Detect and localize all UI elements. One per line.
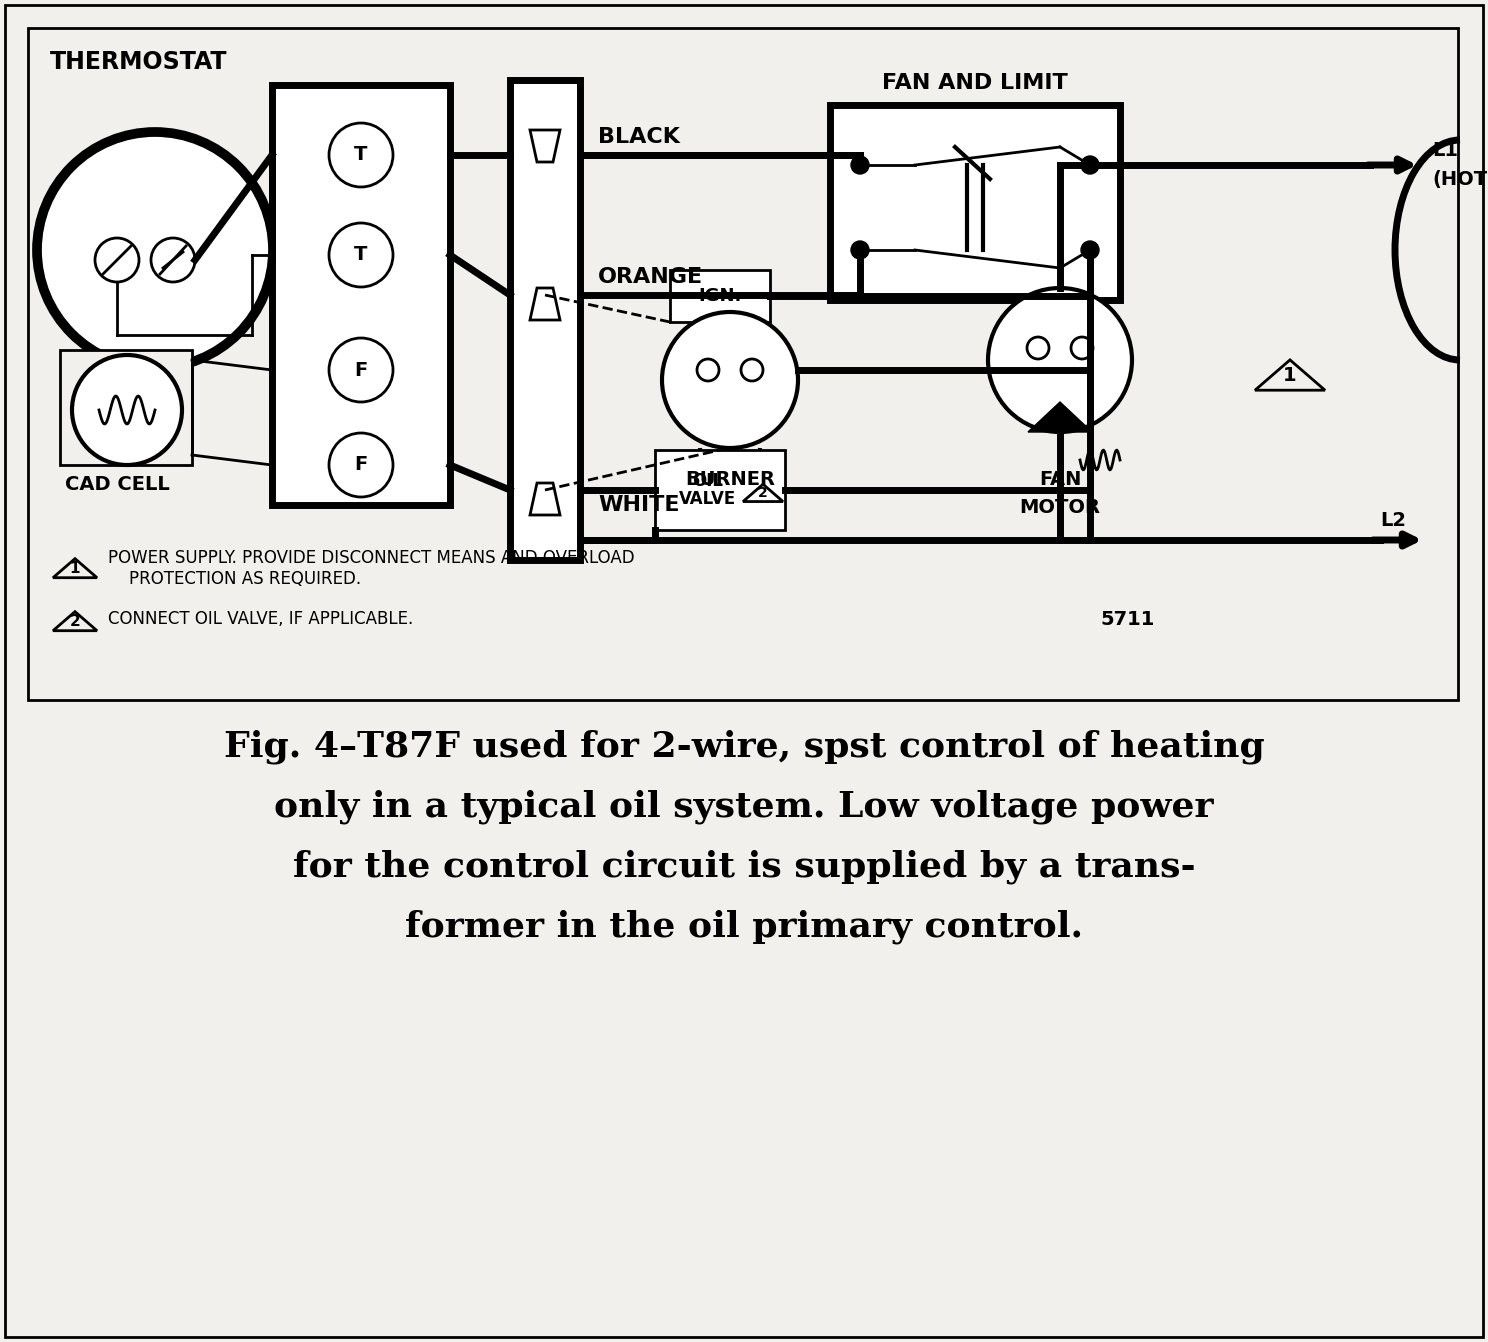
Bar [28,28,1458,701]
Circle shape [95,238,138,282]
Text: L1: L1 [1431,141,1458,160]
Polygon shape [530,289,559,319]
Text: FAN: FAN [1039,470,1082,488]
Text: WHITE: WHITE [598,495,680,515]
Circle shape [1080,242,1100,259]
Text: former in the oil primary control.: former in the oil primary control. [405,910,1083,945]
Text: POWER SUPPLY. PROVIDE DISCONNECT MEANS AND OVERLOAD
    PROTECTION AS REQUIRED.: POWER SUPPLY. PROVIDE DISCONNECT MEANS A… [109,549,634,588]
Text: 1: 1 [70,561,80,576]
Circle shape [1071,337,1094,360]
Text: CONNECT OIL VALVE, IF APPLICABLE.: CONNECT OIL VALVE, IF APPLICABLE. [109,611,414,628]
Circle shape [329,123,393,187]
Circle shape [851,242,869,259]
Circle shape [1080,156,1100,174]
Bar [830,105,1120,301]
Polygon shape [1028,403,1092,432]
Text: for the control circuit is supplied by a trans-: for the control circuit is supplied by a… [293,849,1195,884]
Text: L2: L2 [1379,511,1406,530]
Circle shape [150,238,195,282]
Text: VALVE: VALVE [680,490,737,509]
Text: Fig. 4–T87F used for 2-wire, spst control of heating: Fig. 4–T87F used for 2-wire, spst contro… [223,730,1265,765]
Text: (HOT): (HOT) [1431,170,1488,189]
Circle shape [851,156,869,174]
Circle shape [1027,337,1049,360]
Circle shape [329,338,393,403]
Bar [272,85,449,505]
Text: MOTOR: MOTOR [1019,498,1101,517]
Text: T: T [354,145,368,165]
Bar [670,270,769,322]
Circle shape [988,289,1132,432]
Text: F: F [354,455,368,475]
Circle shape [662,311,798,448]
Bar [60,350,192,464]
Text: IGN.: IGN. [698,287,741,305]
Circle shape [329,223,393,287]
Text: 1: 1 [1283,365,1298,385]
Text: BURNER: BURNER [684,470,775,488]
Text: T: T [354,246,368,264]
Polygon shape [530,483,559,515]
Bar [655,450,786,530]
Text: BLACK: BLACK [598,127,680,148]
Bar [510,81,580,560]
Text: THERMOSTAT: THERMOSTAT [51,50,228,74]
Text: 2: 2 [757,486,768,499]
Text: F: F [354,361,368,380]
Circle shape [329,433,393,497]
Circle shape [37,132,272,368]
Text: FAN AND LIMIT: FAN AND LIMIT [882,72,1068,93]
Polygon shape [530,130,559,162]
Circle shape [741,360,763,381]
Circle shape [696,360,719,381]
Text: 2: 2 [70,613,80,628]
Text: ORANGE: ORANGE [598,267,704,287]
Text: OIL: OIL [692,472,723,490]
Text: only in a typical oil system. Low voltage power: only in a typical oil system. Low voltag… [274,790,1214,824]
Circle shape [71,356,182,464]
Text: CAD CELL: CAD CELL [65,475,170,494]
Text: 5711: 5711 [1100,611,1155,629]
